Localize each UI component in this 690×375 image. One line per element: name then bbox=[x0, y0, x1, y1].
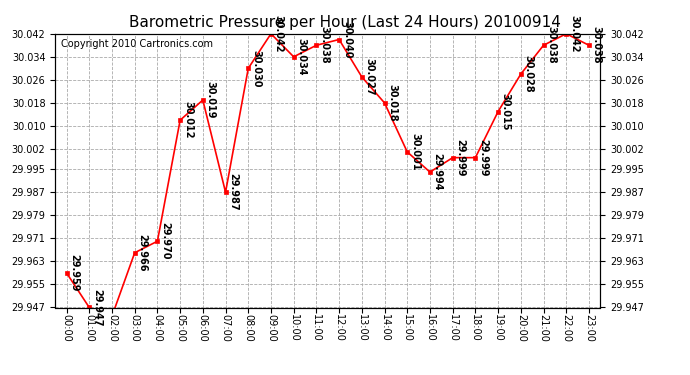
Text: 29.994: 29.994 bbox=[433, 153, 443, 191]
Text: 30.012: 30.012 bbox=[183, 102, 193, 139]
Text: 29.999: 29.999 bbox=[455, 139, 466, 176]
Text: 29.970: 29.970 bbox=[160, 222, 170, 260]
Text: 30.019: 30.019 bbox=[206, 81, 215, 119]
Text: 29.966: 29.966 bbox=[137, 234, 148, 272]
Text: 29.987: 29.987 bbox=[228, 173, 238, 211]
Text: 30.001: 30.001 bbox=[410, 133, 420, 171]
Text: 30.027: 30.027 bbox=[364, 58, 375, 96]
Text: Barometric Pressure per Hour (Last 24 Hours) 20100914: Barometric Pressure per Hour (Last 24 Ho… bbox=[129, 15, 561, 30]
Text: 29.999: 29.999 bbox=[478, 139, 488, 176]
Text: 30.015: 30.015 bbox=[501, 93, 511, 130]
Text: 30.042: 30.042 bbox=[274, 15, 284, 52]
Text: 29.944: 29.944 bbox=[0, 374, 1, 375]
Text: 29.947: 29.947 bbox=[92, 289, 102, 326]
Text: 30.028: 30.028 bbox=[524, 55, 533, 93]
Text: 30.038: 30.038 bbox=[319, 27, 329, 64]
Text: 29.959: 29.959 bbox=[69, 254, 79, 292]
Text: 30.038: 30.038 bbox=[546, 27, 556, 64]
Text: Copyright 2010 Cartronics.com: Copyright 2010 Cartronics.com bbox=[61, 39, 213, 49]
Text: 30.034: 30.034 bbox=[297, 38, 306, 75]
Text: 30.030: 30.030 bbox=[251, 50, 261, 87]
Text: 30.038: 30.038 bbox=[592, 27, 602, 64]
Text: 30.018: 30.018 bbox=[387, 84, 397, 122]
Text: 30.040: 30.040 bbox=[342, 21, 352, 58]
Text: 30.042: 30.042 bbox=[569, 15, 579, 52]
